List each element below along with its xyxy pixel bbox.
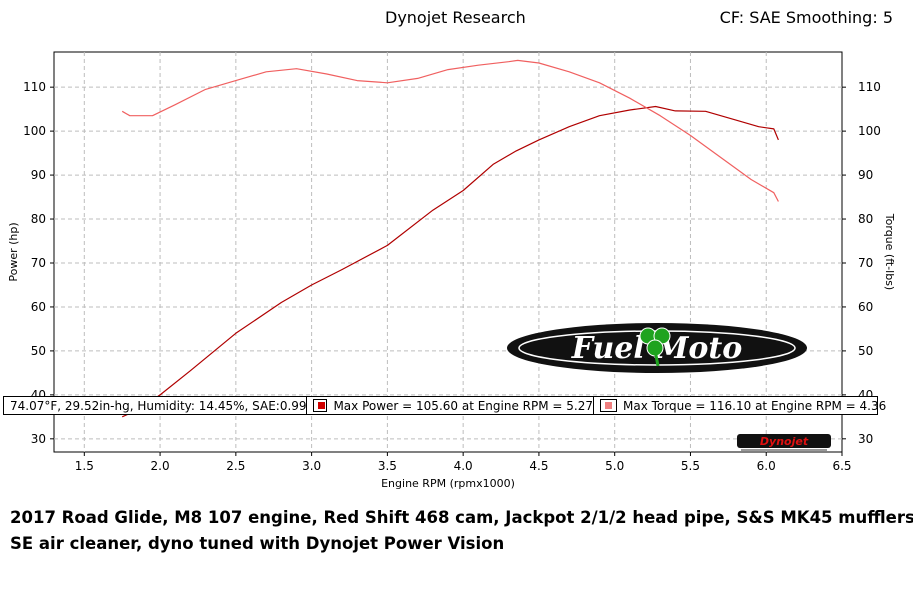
torque-series-line — [121, 59, 779, 202]
chart-header-settings: CF: SAE Smoothing: 5 — [719, 8, 893, 27]
y2-tick-label: 90 — [858, 168, 873, 182]
y2-tick-label: 70 — [858, 256, 873, 270]
caption: 2017 Road Glide, M8 107 engine, Red Shif… — [10, 505, 913, 557]
y2-tick-label: 60 — [858, 300, 873, 314]
y-tick-label: 60 — [31, 300, 46, 314]
series-layer — [121, 59, 779, 418]
power-legend-swatch — [313, 399, 328, 412]
x-tick-label: 4.5 — [529, 459, 548, 473]
y2-tick-label: 30 — [858, 432, 873, 446]
x-tick-label: 6.5 — [832, 459, 851, 473]
caption-line-2: SE air cleaner, dyno tuned with Dynojet … — [10, 534, 505, 553]
y-axis-label: Power (hp) — [7, 222, 20, 281]
y-tick-label: 70 — [31, 256, 46, 270]
x-tick-label: 5.0 — [605, 459, 624, 473]
max-power-text: Max Power = 105.60 at Engine RPM = 5.27 — [333, 398, 593, 413]
x-tick-label: 3.5 — [378, 459, 397, 473]
y-tick-label: 50 — [31, 344, 46, 358]
x-tick-label: 4.0 — [454, 459, 473, 473]
y-tick-label: 110 — [23, 80, 46, 94]
run-info-bar: 74.07°F, 29.52in-hg, Humidity: 14.45%, S… — [3, 396, 886, 415]
y2-axis-label: Torque (ft-lbs) — [883, 213, 896, 290]
shamrock-icon — [639, 327, 671, 367]
y2-tick-label: 110 — [858, 80, 881, 94]
x-tick-label: 5.5 — [681, 459, 700, 473]
caption-line-1: 2017 Road Glide, M8 107 engine, Red Shif… — [10, 508, 913, 527]
plot-frame — [53, 51, 843, 453]
x-tick-label: 2.5 — [226, 459, 245, 473]
power-series-line — [121, 105, 779, 418]
y2-tick-label: 100 — [858, 124, 881, 138]
y-tick-label: 100 — [23, 124, 46, 138]
max-torque-cell: Max Torque = 116.10 at Engine RPM = 4.36 — [593, 397, 886, 414]
grid-layer — [54, 52, 842, 452]
y-tick-label: 80 — [31, 212, 46, 226]
fuel-moto-logo: Fuel Moto — [507, 323, 807, 373]
chart-header-title: Dynojet Research — [385, 8, 526, 27]
dyno-chart: 1.5 2.0 2.5 3.0 3.5 4.0 4.5 5.0 5.5 6.0 6.53040506… — [7, 51, 896, 490]
conditions-text: 74.07°F, 29.52in-hg, Humidity: 14.45%, S… — [10, 398, 307, 413]
dynojet-wordmark: Dynojet — [760, 435, 809, 448]
tick-labels: 1.5 2.0 2.5 3.0 3.5 4.0 4.5 5.0 5.5 6.0 6.53040506… — [23, 80, 881, 473]
max-torque-text: Max Torque = 116.10 at Engine RPM = 4.36 — [623, 398, 887, 413]
dynojet-logo: Dynojet — [737, 434, 831, 451]
y2-tick-label: 80 — [858, 212, 873, 226]
max-power-cell: Max Power = 105.60 at Engine RPM = 5.27 — [306, 397, 593, 414]
torque-legend-swatch — [600, 399, 617, 412]
y-tick-label: 30 — [31, 432, 46, 446]
x-axis-label: Engine RPM (rpmx1000) — [381, 477, 515, 490]
y-tick-label: 90 — [31, 168, 46, 182]
x-tick-label: 6.0 — [757, 459, 776, 473]
x-tick-label: 2.0 — [151, 459, 170, 473]
x-tick-label: 1.5 — [75, 459, 94, 473]
x-tick-label: 3.0 — [302, 459, 321, 473]
y2-tick-label: 50 — [858, 344, 873, 358]
